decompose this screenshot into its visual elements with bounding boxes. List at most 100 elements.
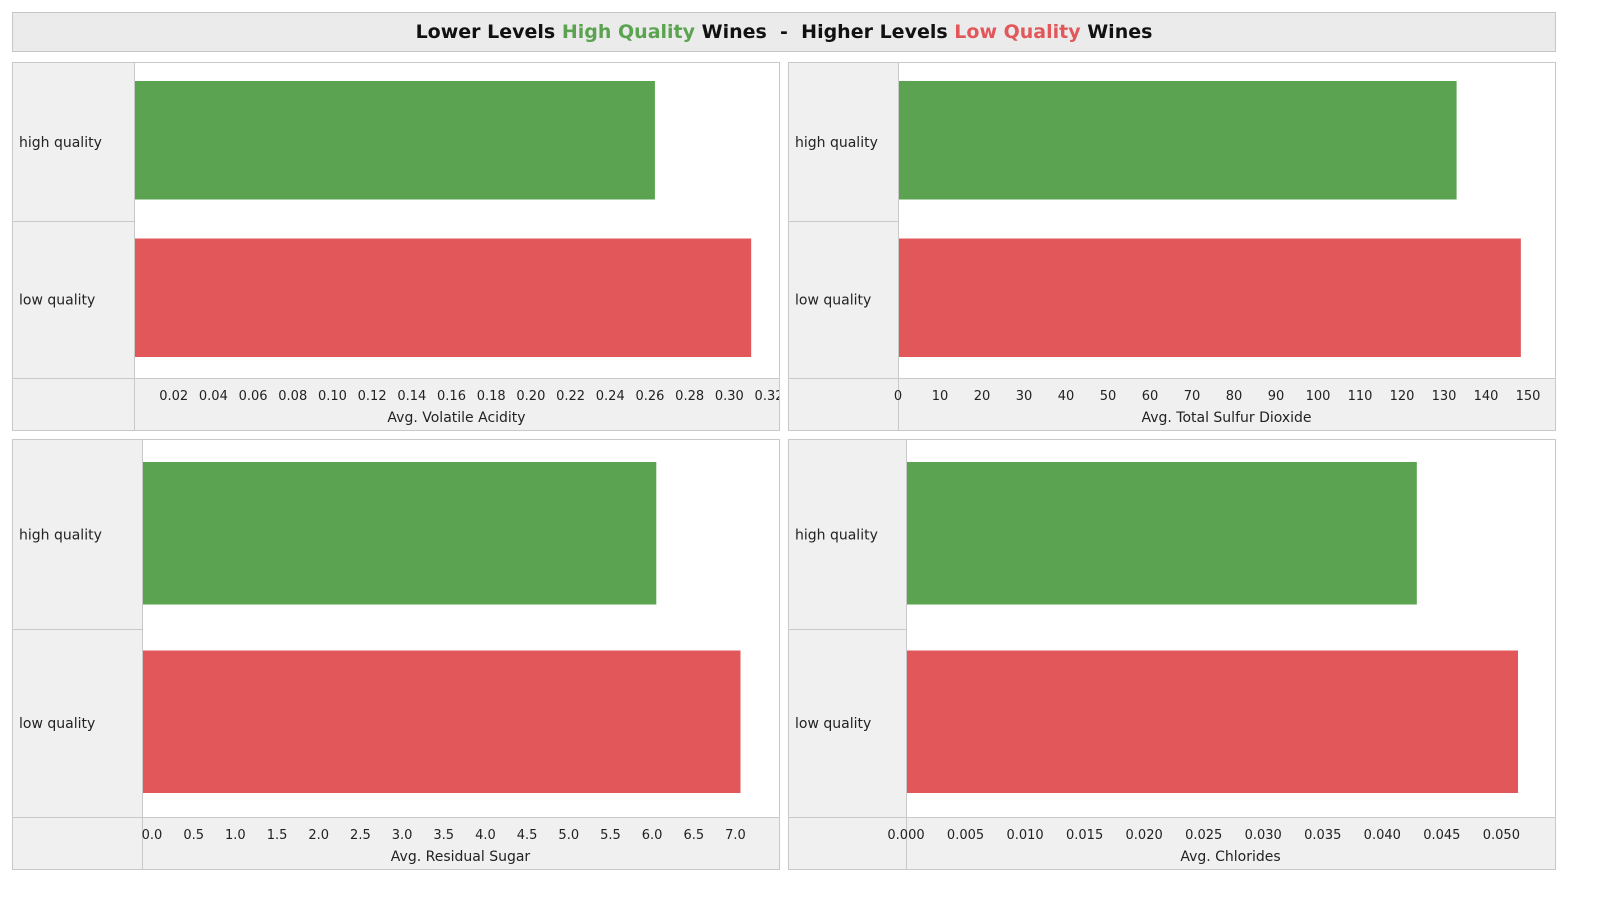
bar-high-quality[interactable] <box>135 81 655 200</box>
x-tick-label: 1.5 <box>267 828 288 843</box>
x-tick-label: 140 <box>1474 389 1499 404</box>
bar-low-quality[interactable] <box>907 650 1519 794</box>
x-tick-label: 0.26 <box>635 389 664 404</box>
bar-low-quality[interactable] <box>135 238 752 358</box>
x-tick-label: 3.5 <box>433 828 454 843</box>
category-label-low-quality: low quality <box>795 292 871 308</box>
x-tick-label: 2.0 <box>308 828 329 843</box>
x-axis-title: Avg. Total Sulfur Dioxide <box>1141 410 1311 426</box>
x-tick-label: 4.5 <box>517 828 538 843</box>
x-tick-label: 5.0 <box>558 828 579 843</box>
x-tick-label: 0.035 <box>1304 828 1341 843</box>
x-tick-label: 0.5 <box>183 828 204 843</box>
x-tick-label: 0.08 <box>278 389 307 404</box>
x-tick-label: 40 <box>1058 389 1075 404</box>
category-label-high-quality: high quality <box>795 135 878 151</box>
x-tick-label: 0.20 <box>516 389 545 404</box>
x-tick-label: 0.12 <box>358 389 387 404</box>
title-part-low-quality: Low Quality <box>954 21 1081 43</box>
x-tick-label: 0.18 <box>477 389 506 404</box>
chart-svg: high quality low quality 0.02 0.04 0.06 0.08 0… <box>13 63 779 430</box>
category-label-column <box>789 440 906 869</box>
chlorides-chart: high quality low quality 0.000 0.005 0.010 0.… <box>788 439 1556 870</box>
category-label-low-quality: low quality <box>19 292 95 308</box>
category-label-column <box>13 440 142 869</box>
x-tick-label: 0.30 <box>715 389 744 404</box>
x-tick-label: 110 <box>1348 389 1373 404</box>
x-tick-label: 0.000 <box>887 828 924 843</box>
residual-sugar-chart: high quality low quality 0.0 0.5 1.0 1.5 2.0 2.… <box>12 439 780 870</box>
category-label-high-quality: high quality <box>19 527 102 543</box>
title-part-1: Lower Levels <box>415 21 562 43</box>
bar-high-quality[interactable] <box>143 462 657 605</box>
title-part-high-quality: High Quality <box>561 21 696 43</box>
x-tick-label: 0.06 <box>239 389 268 404</box>
chart-svg: high quality low quality 0 10 20 30 40 50 60 70 80… <box>789 63 1555 430</box>
x-tick-label: 60 <box>1142 389 1159 404</box>
bar-high-quality[interactable] <box>907 462 1417 605</box>
x-tick-label: 0.045 <box>1423 828 1460 843</box>
bar-low-quality[interactable] <box>143 650 741 794</box>
x-tick-label: 0.010 <box>1006 828 1043 843</box>
x-tick-label: 30 <box>1016 389 1033 404</box>
total-sulfur-dioxide-chart: high quality low quality 0 10 20 30 40 50 60 70 80… <box>788 62 1556 431</box>
volatile-acidity-chart: high quality low quality 0.02 0.04 0.06 0.08 0… <box>12 62 780 431</box>
bar-high-quality[interactable] <box>899 81 1457 200</box>
category-label-low-quality: low quality <box>795 716 871 732</box>
x-tick-label: 0.32 <box>755 389 779 404</box>
x-tick-label: 70 <box>1184 389 1201 404</box>
x-tick-label: 0.16 <box>437 389 466 404</box>
x-tick-label: 0.050 <box>1483 828 1520 843</box>
x-tick-label: 100 <box>1306 389 1331 404</box>
x-tick-label: 0.015 <box>1066 828 1103 843</box>
x-axis-title: Avg. Chlorides <box>1180 849 1280 865</box>
dashboard-title: Lower Levels High Quality Wines - Higher… <box>12 12 1556 52</box>
x-tick-label: 0.020 <box>1126 828 1163 843</box>
x-tick-label: 10 <box>932 389 949 404</box>
chart-svg: high quality low quality 0.000 0.005 0.010 0.… <box>789 440 1555 869</box>
x-tick-label: 0.24 <box>596 389 625 404</box>
chart-svg: high quality low quality 0.0 0.5 1.0 1.5 2.0 2.… <box>13 440 779 869</box>
axis-area <box>789 378 1555 430</box>
x-axis-title: Avg. Volatile Acidity <box>387 410 525 426</box>
x-tick-label: 0.025 <box>1185 828 1222 843</box>
x-tick-label: 0.04 <box>199 389 228 404</box>
category-label-low-quality: low quality <box>19 716 95 732</box>
x-tick-label: 50 <box>1100 389 1117 404</box>
bar-low-quality[interactable] <box>899 238 1521 358</box>
x-axis-title: Avg. Residual Sugar <box>391 849 531 865</box>
category-label-high-quality: high quality <box>795 527 878 543</box>
x-tick-label: 0.040 <box>1364 828 1401 843</box>
axis-area <box>13 817 779 869</box>
x-tick-label: 5.5 <box>600 828 621 843</box>
x-tick-label: 0.005 <box>947 828 984 843</box>
x-tick-label: 90 <box>1268 389 1285 404</box>
x-tick-label: 120 <box>1390 389 1415 404</box>
x-tick-label: 130 <box>1432 389 1457 404</box>
axis-area <box>789 817 1555 869</box>
x-tick-label: 1.0 <box>225 828 246 843</box>
x-tick-label: 0.030 <box>1245 828 1282 843</box>
x-tick-label: 0.22 <box>556 389 585 404</box>
x-tick-label: 6.5 <box>683 828 704 843</box>
x-tick-label: 6.0 <box>642 828 663 843</box>
axis-area <box>13 378 779 430</box>
x-tick-label: 2.5 <box>350 828 371 843</box>
x-tick-label: 0.10 <box>318 389 347 404</box>
category-label-high-quality: high quality <box>19 135 102 151</box>
x-tick-label: 0.14 <box>397 389 426 404</box>
x-tick-label: 7.0 <box>725 828 746 843</box>
x-tick-label: 0.0 <box>142 828 163 843</box>
x-tick-label: 3.0 <box>392 828 413 843</box>
title-part-3: Wines - Higher Levels <box>695 21 955 43</box>
x-tick-label: 0 <box>894 389 902 404</box>
x-tick-label: 150 <box>1516 389 1541 404</box>
category-label-column <box>789 63 898 430</box>
x-tick-label: 0.28 <box>675 389 704 404</box>
x-tick-label: 80 <box>1226 389 1243 404</box>
x-tick-label: 20 <box>974 389 991 404</box>
title-part-5: Wines <box>1080 21 1153 43</box>
x-tick-label: 4.0 <box>475 828 496 843</box>
x-tick-label: 0.02 <box>159 389 188 404</box>
category-label-column <box>13 63 134 430</box>
